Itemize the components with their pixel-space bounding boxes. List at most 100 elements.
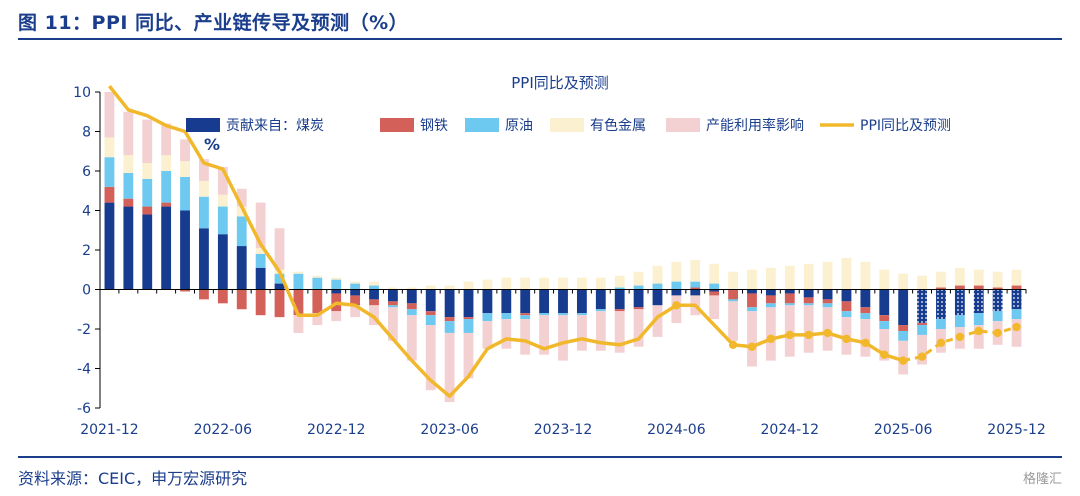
legend-label-ppi: PPI同比及预测 [860, 118, 951, 134]
bar-oil-2025-05 [879, 321, 890, 329]
bar-nonferrous-2025-12 [1011, 269, 1022, 286]
bar-nonferrous-2023-01 [350, 281, 361, 284]
ppi-point-2024-09 [728, 340, 738, 349]
bar-oil-2023-10 [520, 315, 531, 320]
bar-oil-2025-03 [841, 311, 852, 318]
bar-oil-2023-12 [558, 313, 568, 316]
bar-capacity-2024-02 [595, 311, 606, 351]
bar-steel-2024-09 [728, 289, 738, 300]
bar-steel-2022-02 [142, 206, 153, 215]
bar-nonferrous-2023-06 [444, 285, 455, 290]
bar-oil-2022-04 [180, 176, 190, 211]
bar-nonferrous-2025-03 [841, 257, 852, 290]
bar-oil-2022-03 [161, 171, 172, 203]
bar-capacity-2025-07 [917, 334, 927, 365]
bar-coal-2024-03 [614, 289, 625, 310]
bar-capacity-2023-08 [482, 321, 493, 349]
bar-steel-2023-06 [444, 317, 455, 322]
bar-steel-2022-09 [274, 289, 285, 318]
bar-capacity-2022-10 [293, 315, 304, 333]
bar-capacity-2022-12 [331, 311, 342, 322]
bar-steel-2023-02 [369, 299, 379, 306]
bar-oil-2022-02 [142, 178, 153, 207]
bar-capacity-2024-01 [576, 315, 587, 351]
bar-nonferrous-2022-05 [199, 180, 209, 197]
ppi-point-2025-07 [917, 352, 927, 361]
bar-oil-2022-08 [255, 253, 266, 268]
bar-steel-2022-08 [255, 289, 266, 316]
bar-coal-2024-08 [709, 289, 720, 292]
bar-nonferrous-2023-04 [406, 287, 417, 290]
bar-coal-2025-06 [898, 289, 909, 326]
bar-capacity-2024-11 [765, 307, 776, 361]
legend-label-capacity: 产能利用率影响 [706, 117, 804, 134]
bar-coal-2023-08 [482, 289, 493, 314]
bar-nonferrous-2022-07 [236, 206, 247, 217]
bar-steel-2024-07 [690, 287, 701, 290]
bar-steel-2024-12 [784, 293, 795, 304]
bar-coal-2023-07 [463, 289, 474, 318]
bar-nonferrous-2024-07 [690, 259, 701, 282]
bar-nonferrous-2024-06 [671, 261, 682, 282]
figure-title: 图 11：PPI 同比、产业链传导及预测（%） [18, 12, 409, 34]
bar-oil-2022-11 [312, 277, 323, 290]
bar-nonferrous-2024-11 [765, 267, 776, 290]
bar-oil-2025-07 [917, 325, 927, 335]
bar-steel-2022-01 [123, 198, 134, 207]
bar-coal-2023-06 [444, 289, 455, 318]
ppi-point-2025-03 [842, 334, 851, 344]
bar-capacity-2022-11 [312, 313, 323, 326]
bar-steel-2024-04 [633, 307, 644, 310]
figure-header: 图 11：PPI 同比、产业链传导及预测（%） [0, 0, 1080, 40]
bar-capacity-2022-01 [123, 111, 134, 156]
y-tick-label: 6 [82, 164, 91, 180]
bar-coal-2024-06 [671, 289, 682, 296]
bar-oil-2025-12 [1011, 309, 1022, 320]
bar-steel-2023-10 [520, 313, 531, 316]
x-tick-label: 2024-06 [647, 422, 706, 438]
bar-capacity-2022-06 [217, 167, 228, 195]
bar-nonferrous-2022-03 [161, 155, 172, 171]
bar-oil-2024-09 [728, 299, 738, 302]
bar-capacity-2024-03 [614, 311, 625, 353]
bar-steel-2024-03 [614, 309, 625, 312]
bar-oil-2023-08 [482, 313, 493, 322]
bar-steel-2022-11 [312, 289, 323, 314]
bar-oil-2024-03 [614, 287, 625, 290]
bar-steel-2025-03 [841, 301, 852, 312]
legend-swatch-nonferrous [550, 118, 584, 132]
legend-label-oil: 原油 [505, 118, 533, 134]
bar-coal-2025-02 [822, 289, 833, 300]
source-note: 资料来源：CEIC，申万宏源研究 [18, 469, 248, 488]
bar-oil-2025-08 [936, 319, 946, 329]
legend-label-coal: 贡献来自：煤炭 [226, 118, 324, 134]
bar-oil-2022-07 [236, 216, 247, 247]
bar-nonferrous-2025-08 [936, 271, 946, 288]
bar-oil-2022-09 [274, 273, 285, 284]
bar-nonferrous-2024-08 [709, 263, 720, 284]
bar-coal-2022-09 [274, 283, 285, 290]
bar-nonferrous-2025-06 [898, 273, 909, 290]
bar-steel-2025-06 [898, 325, 909, 331]
bar-capacity-2022-04 [180, 139, 190, 162]
bar-capacity-2021-12 [104, 92, 115, 138]
ppi-point-2025-02 [823, 328, 832, 338]
bar-capacity-2023-09 [501, 319, 512, 349]
ppi-point-2024-06 [672, 301, 681, 310]
x-tick-label: 2025-06 [874, 422, 933, 438]
bar-coal-2022-06 [217, 234, 228, 290]
bar-steel-2025-07 [917, 323, 927, 326]
bar-nonferrous-2025-05 [879, 269, 890, 290]
ppi-point-2025-08 [936, 338, 946, 348]
bar-steel-2025-08 [936, 287, 946, 290]
watermark: 格隆汇 [1022, 472, 1062, 487]
legend-label-nonferrous: 有色金属 [590, 117, 646, 134]
y-tick-label: -2 [77, 322, 91, 338]
x-tick-label: 2022-12 [307, 422, 366, 438]
bar-oil-2024-08 [709, 283, 720, 290]
bar-steel-2022-07 [236, 289, 247, 310]
bar-nonferrous-2024-05 [652, 265, 663, 284]
bar-nonferrous-2023-05 [425, 285, 436, 290]
bar-steel-2023-04 [406, 303, 417, 310]
bar-coal-2025-03 [841, 289, 852, 302]
